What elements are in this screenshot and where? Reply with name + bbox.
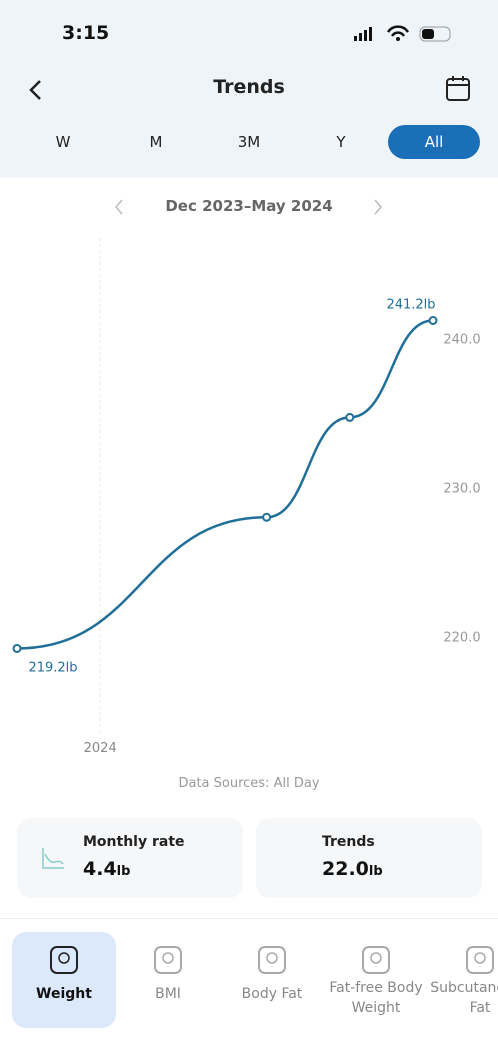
nav-label: Weight	[36, 986, 92, 1002]
back-button[interactable]	[26, 78, 46, 102]
nav-label: Body Fat	[241, 986, 303, 1002]
line	[16, 319, 434, 650]
tab[interactable]: W	[55, 133, 71, 151]
point	[428, 315, 438, 325]
card-value-row: 22.0lb	[322, 858, 383, 880]
card-title: Monthly rate	[83, 834, 185, 850]
y-tick-label: 240.0	[443, 332, 480, 347]
nav-item[interactable]: Subcutaneous Fat	[428, 932, 498, 1028]
point	[345, 412, 355, 422]
nav-item[interactable]: Body Fat	[220, 932, 324, 1028]
tab[interactable]: 3M	[237, 133, 261, 151]
card-unit: lb	[116, 864, 131, 879]
tab[interactable]: All	[388, 125, 480, 159]
nav-label: Fat-free Body Weight	[329, 980, 423, 1016]
y-tick-label: 220.0	[443, 631, 480, 646]
nav-label: Subcutaneous Fat	[430, 980, 498, 1016]
card-title: Trends	[322, 834, 375, 850]
x-tick-label: 2024	[84, 741, 117, 756]
calendar-button[interactable]	[445, 74, 471, 102]
range-arrows	[115, 199, 382, 215]
status-icons	[354, 25, 451, 42]
nav-icon	[50, 946, 78, 974]
point	[262, 512, 272, 522]
nav-icon	[154, 946, 182, 974]
tab[interactable]: M	[149, 133, 163, 151]
stat-card: Monthly rate 4.4lb	[17, 818, 243, 898]
card-value-row: 4.4lb	[83, 858, 130, 880]
point	[12, 643, 22, 653]
nav-icon	[466, 946, 494, 974]
stat-card: Trends 22.0lb	[256, 818, 482, 898]
date-range: Dec 2023–May 2024	[165, 197, 333, 215]
card-unit: lb	[368, 864, 383, 879]
tab[interactable]: Y	[336, 133, 346, 151]
nav-icon	[258, 946, 286, 974]
value-label: 241.2lb	[386, 297, 435, 312]
nav-item[interactable]: BMI	[116, 932, 220, 1028]
nav-icon	[362, 946, 390, 974]
rate-icon	[42, 848, 64, 869]
y-tick-label: 230.0	[443, 481, 480, 496]
page-title: Trends	[213, 76, 285, 98]
status-time: 3:15	[62, 22, 110, 44]
nav-divider	[0, 918, 498, 919]
nav-item[interactable]: Weight	[12, 932, 116, 1028]
card-value: 22.0	[322, 858, 369, 880]
chart: 220.0 230.0 240.0 2024 219.2lb 241.2lb	[12, 238, 481, 756]
nav-item[interactable]: Fat-free Body Weight	[324, 932, 428, 1028]
data-sources[interactable]: Data Sources: All Day	[178, 776, 320, 791]
card-value: 4.4	[83, 858, 117, 880]
nav-label: BMI	[155, 986, 181, 1002]
value-label: 219.2lb	[28, 660, 77, 675]
